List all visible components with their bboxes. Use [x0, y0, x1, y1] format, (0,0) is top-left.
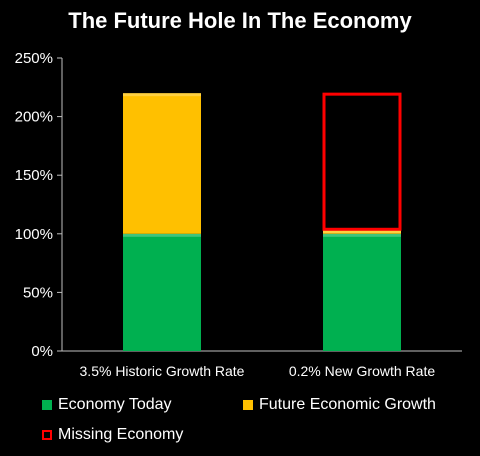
- bar-economy-today: [123, 233, 201, 351]
- bar-highlight: [323, 233, 401, 237]
- y-tick-label: 0%: [31, 343, 53, 360]
- y-tick-label: 100%: [15, 226, 53, 243]
- bar-highlight: [123, 233, 201, 237]
- bar-economy-today: [323, 233, 401, 351]
- bar-highlight: [123, 93, 201, 97]
- y-tick-label: 150%: [15, 167, 53, 184]
- x-tick-label: 0.2% New Growth Rate: [289, 363, 435, 379]
- y-tick-label: 250%: [15, 50, 53, 67]
- bar-highlight: [323, 230, 401, 234]
- x-tick-label: 3.5% Historic Growth Rate: [80, 363, 245, 379]
- bar-future-economic-growth: [323, 230, 401, 234]
- bar-missing-economy: [322, 92, 402, 231]
- chart-title: The Future Hole In The Economy: [68, 8, 412, 33]
- bar-future-economic-growth: [123, 93, 201, 234]
- y-tick-label: 50%: [23, 284, 53, 301]
- y-tick-label: 200%: [15, 109, 53, 126]
